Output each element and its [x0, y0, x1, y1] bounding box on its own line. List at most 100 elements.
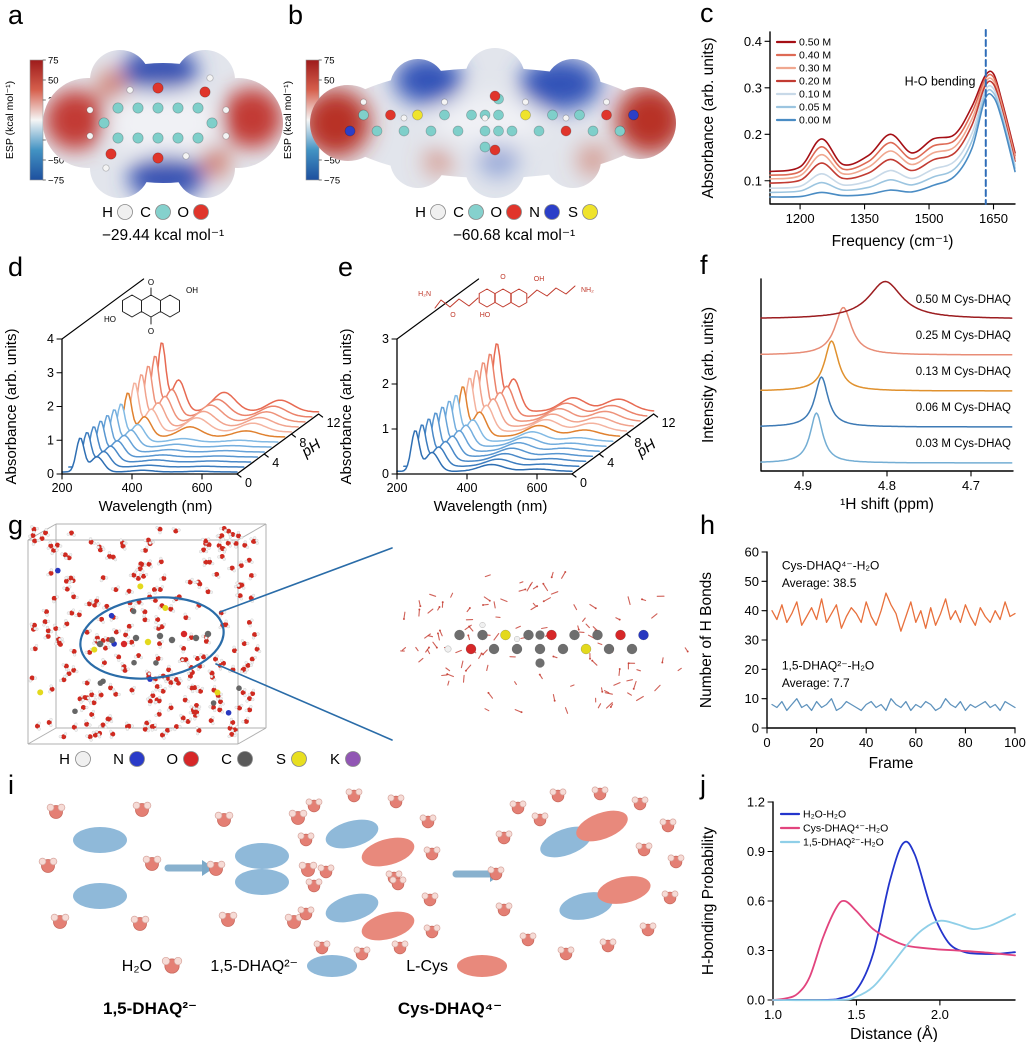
y-tick-label: 0.0 — [747, 993, 765, 1008]
y-tick-label: 0.6 — [747, 894, 765, 909]
ph-tick-label: 12 — [327, 416, 341, 430]
y-tick-label: 60 — [745, 545, 759, 560]
x-axis-title: Wavelength (nm) — [99, 498, 213, 515]
y-axis-title: Intensity (arb. units) — [700, 307, 717, 443]
solute-atom — [156, 632, 164, 640]
panel-letter-a: a — [8, 0, 24, 30]
spectrum-trace — [443, 386, 621, 438]
water-molecule — [419, 814, 437, 829]
ftir-series — [769, 70, 1016, 173]
ph-tick-label: 8 — [299, 436, 306, 450]
nmr-trace-label: 0.06 M Cys-DHAQ — [916, 402, 1011, 414]
inset-label: NH₂ — [581, 287, 594, 294]
simulation-box — [27, 523, 267, 745]
atom-legend-ball — [155, 204, 171, 220]
y-tick-label: 4 — [47, 332, 54, 346]
probability-series — [772, 899, 1016, 1001]
x-tick-label: 200 — [52, 481, 73, 495]
legend-dhaq-ellipse — [307, 955, 357, 977]
x-tick-label: 4.8 — [878, 478, 896, 493]
cys-ellipse — [361, 911, 415, 941]
y-tick-label: 30 — [745, 633, 759, 648]
y-axis-title: H-bonding Probability — [700, 827, 717, 975]
y-tick-label: 50 — [745, 574, 759, 589]
x-axis-title: Distance (Å) — [850, 1024, 938, 1042]
colorbar-tick-label: 75 — [48, 56, 59, 67]
atom-legend-label: K — [330, 751, 340, 768]
water-molecule — [298, 861, 318, 877]
solute-atom — [120, 640, 128, 648]
inset-label: O — [500, 274, 506, 281]
y-tick-label: 3 — [47, 366, 54, 380]
nmr-trace-label: 0.13 M Cys-DHAQ — [916, 366, 1011, 378]
panel-letter-f: f — [700, 250, 708, 280]
water-solvent — [28, 525, 262, 742]
water-molecule — [288, 809, 308, 825]
legend-cys-ellipse — [457, 955, 507, 977]
spectrum-trace — [88, 414, 265, 453]
dhaq-ellipse — [325, 893, 379, 923]
panel-letter-h: h — [700, 510, 716, 540]
atom-legend-ball — [430, 204, 446, 220]
nmr-trace — [760, 306, 1013, 356]
panel-letter-g: g — [8, 510, 24, 540]
atom-legend-ball — [468, 204, 484, 220]
inset-label: H₂N — [418, 291, 431, 298]
water-molecule — [297, 906, 315, 921]
series-average: Average: 7.7 — [782, 676, 850, 690]
colorbar-tick-label: −75 — [48, 176, 64, 187]
legend-label: 0.00 M — [799, 115, 831, 127]
axes — [760, 278, 1014, 472]
panel-f-nmr-chart: 4.9 4.8 4.7 0.03 M Cys-DHAQ 0.06 M Cys-DHAQ 0… — [700, 278, 1014, 513]
zoom-ellipse — [79, 596, 225, 680]
ph-tick-label: 4 — [272, 456, 279, 470]
x-tick-label: 4.7 — [962, 478, 980, 493]
inset-label: O — [148, 278, 154, 287]
water-molecule — [599, 938, 617, 953]
spectrum-trace — [102, 403, 279, 443]
panel-letter-i: i — [8, 770, 14, 800]
label-15dhaq: 1,5-DHAQ²⁻ — [103, 999, 197, 1018]
x-axis-title: Frame — [869, 755, 914, 772]
esp-colorbar-label: ESP (kcal mol⁻¹) — [4, 81, 16, 159]
transition-arrow-head — [202, 860, 214, 876]
x-tick-label: 1200 — [786, 211, 815, 226]
water-molecule — [50, 913, 70, 929]
panel-letter-d: d — [8, 252, 24, 282]
legend-dhaq-label: 1,5-DHAQ²⁻ — [210, 958, 298, 975]
atom-legend-ball — [117, 204, 133, 220]
water-molecule — [297, 832, 315, 847]
ftir-series — [769, 73, 1016, 176]
legend-label: Cys-DHAQ⁴⁻-H₂O — [803, 823, 888, 835]
series-label: 1,5-DHAQ²⁻-H₂O — [782, 658, 874, 672]
spectrum-trace — [108, 392, 286, 438]
atom-legend-label: H — [59, 751, 70, 768]
water-molecule — [38, 857, 58, 873]
water-molecule — [313, 940, 331, 955]
axes — [769, 31, 1016, 205]
series-average: Average: 38.5 — [782, 576, 857, 590]
x-tick-label: 1.0 — [764, 1007, 782, 1022]
x-axis-title: ¹H shift (ppm) — [840, 496, 934, 513]
nmr-trace-label: 0.50 M Cys-DHAQ — [916, 294, 1011, 306]
water-molecule — [317, 864, 335, 879]
zoom-line-top — [219, 547, 393, 613]
molecule-cys-dhaq — [344, 90, 639, 156]
y-tick-label: 0.9 — [747, 844, 765, 859]
panel-h-hbonds-chart: 0 20 40 60 80 100 0 10 20 30 40 50 60 Cys-DHAQ⁴⁻-H₂O A… — [698, 545, 1026, 773]
x-tick-label: 600 — [192, 481, 213, 495]
legend-label: 0.20 M — [799, 76, 831, 88]
ph-tick-label: 4 — [607, 456, 614, 470]
x-tick-label: 40 — [859, 735, 873, 750]
inset-label: O — [148, 327, 154, 336]
series-label: Cys-DHAQ⁴⁻-H₂O — [782, 559, 879, 573]
colorbar-tick-label: −75 — [324, 176, 340, 187]
y-axis-title: Absorbance (arb. units) — [338, 329, 355, 485]
solute-atom — [180, 630, 188, 638]
water-molecule — [218, 911, 238, 927]
label-cysdhaq: Cys-DHAQ⁴⁻ — [398, 999, 502, 1018]
esp-colorbar — [29, 59, 44, 181]
